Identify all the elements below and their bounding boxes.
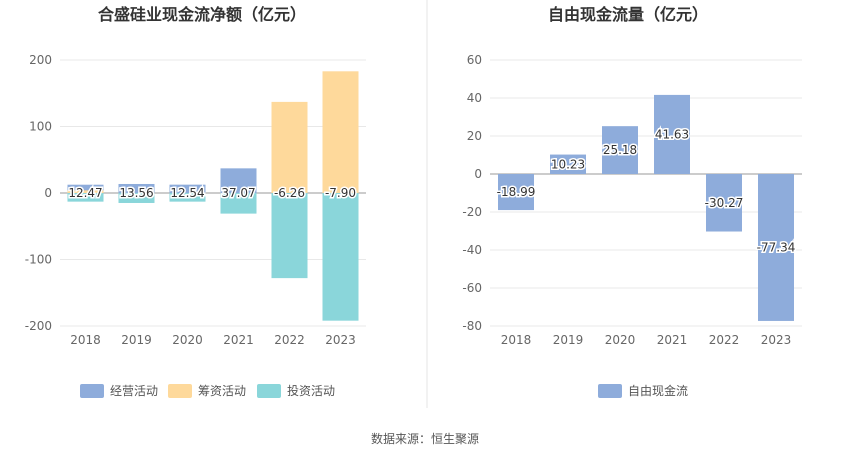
x-tick-label: 2018 <box>501 333 532 347</box>
legend-label: 自由现金流 <box>628 383 688 398</box>
data-label: 37.07 <box>221 186 255 200</box>
bar-自由现金流 <box>550 154 586 174</box>
data-label: -77.34 <box>757 240 796 254</box>
y-tick-label: 40 <box>467 91 482 105</box>
data-label: -7.90 <box>325 186 356 200</box>
data-label: -6.26 <box>274 186 305 200</box>
legend-label: 筹资活动 <box>198 384 246 398</box>
legend-label: 经营活动 <box>110 384 158 398</box>
x-tick-label: 2021 <box>223 333 254 347</box>
x-tick-label: 2022 <box>274 333 305 347</box>
y-tick-label: -200 <box>25 319 52 333</box>
x-tick-label: 2021 <box>657 333 688 347</box>
data-label: 25.18 <box>603 143 637 157</box>
bar-投资活动 <box>322 193 359 321</box>
bar-经营活动 <box>169 184 206 193</box>
x-tick-label: 2020 <box>172 333 203 347</box>
y-tick-label: 100 <box>29 120 52 134</box>
x-tick-label: 2019 <box>553 333 584 347</box>
source-label: 数据来源：恒生聚源 <box>371 431 479 446</box>
bar-筹资活动 <box>271 101 308 193</box>
y-tick-label: 20 <box>467 129 482 143</box>
chart-title: 合盛硅业现金流净额（亿元） <box>98 5 306 24</box>
data-label: 13.56 <box>119 186 153 200</box>
legend-swatch <box>257 384 281 398</box>
bar-经营活动 <box>67 184 104 193</box>
bar-经营活动 <box>118 183 155 193</box>
legend-swatch <box>598 384 622 398</box>
x-tick-label: 2023 <box>325 333 356 347</box>
bar-自由现金流 <box>498 174 534 211</box>
data-label: 41.63 <box>655 127 689 141</box>
legend-swatch <box>80 384 104 398</box>
bar-经营活动 <box>220 168 257 193</box>
y-tick-label: -80 <box>462 319 482 333</box>
data-label: 12.47 <box>68 186 102 200</box>
y-tick-label: 0 <box>474 167 482 181</box>
y-tick-label: -60 <box>462 281 482 295</box>
bar-投资活动 <box>67 193 104 202</box>
bar-筹资活动 <box>67 190 104 193</box>
x-tick-label: 2022 <box>709 333 740 347</box>
data-label: -18.99 <box>497 185 536 199</box>
bar-投资活动 <box>220 193 257 214</box>
bar-自由现金流 <box>602 126 638 174</box>
data-label: 10.23 <box>551 157 585 171</box>
x-tick-label: 2018 <box>70 333 101 347</box>
free-cash-flow-chart: 自由现金流量（亿元） 60 40 20 0 -20 -40 -60 -80 2018 2019 202… <box>462 5 802 398</box>
y-tick-label: -100 <box>25 253 52 267</box>
cash-flow-net-chart: 合盛硅业现金流净额（亿元） 200 100 0 -100 -200 2018 2019 2020… <box>25 5 366 398</box>
x-tick-label: 2019 <box>121 333 152 347</box>
bar-投资活动 <box>118 193 155 203</box>
y-tick-label: -40 <box>462 243 482 257</box>
chart-title: 自由现金流量（亿元） <box>548 5 708 24</box>
y-tick-label: -20 <box>462 205 482 219</box>
y-tick-label: 60 <box>467 53 482 67</box>
legend-label: 投资活动 <box>287 383 335 398</box>
legend-swatch <box>168 384 192 398</box>
x-tick-label: 2020 <box>605 333 636 347</box>
data-label: -30.27 <box>705 196 744 210</box>
data-label: 12.54 <box>170 186 204 200</box>
bar-投资活动 <box>169 193 206 202</box>
bar-自由现金流 <box>654 94 690 174</box>
x-tick-label: 2023 <box>761 333 792 347</box>
bar-投资活动 <box>271 193 308 279</box>
y-tick-label: 200 <box>29 53 52 67</box>
bar-筹资活动 <box>322 71 359 193</box>
y-tick-label: 0 <box>44 186 52 200</box>
bar-自由现金流 <box>758 174 794 321</box>
bar-自由现金流 <box>706 174 742 232</box>
